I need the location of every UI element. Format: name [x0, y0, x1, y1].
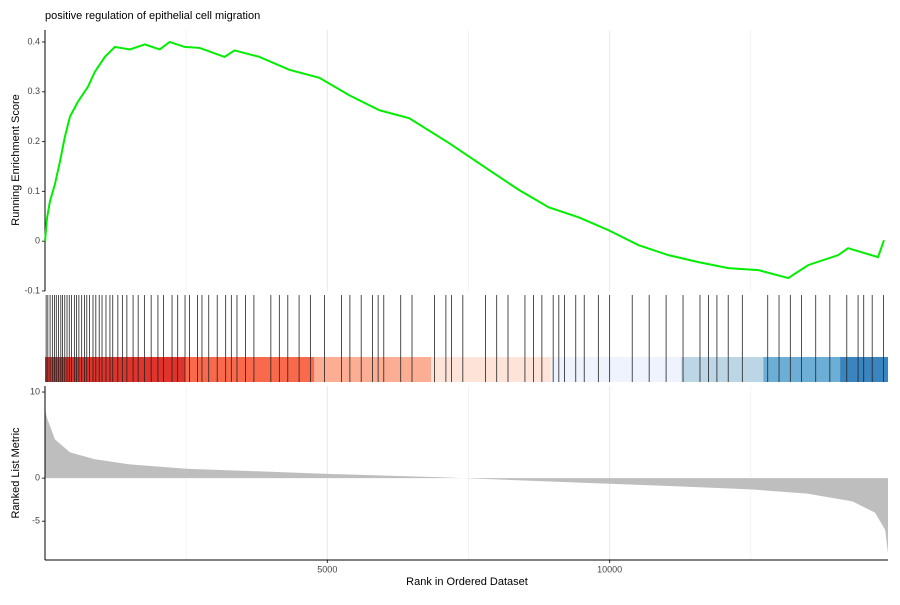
- y-tick-label: -0.1: [24, 285, 40, 295]
- y-axis-label: Ranked List Metric: [10, 427, 22, 519]
- y-tick-label: 0.1: [27, 186, 40, 196]
- x-tick-label: 5000: [317, 564, 337, 574]
- x-tick-label: 10000: [597, 564, 622, 574]
- y-axis-label: Running Enrichment Score: [10, 94, 22, 225]
- chart-title: positive regulation of epithelial cell m…: [45, 10, 260, 22]
- color-band: [550, 357, 682, 382]
- x-axis-label: Rank in Ordered Dataset: [406, 576, 528, 588]
- color-band: [185, 357, 315, 382]
- y-tick-label: -5: [32, 516, 40, 526]
- y-tick-label: 0.2: [27, 136, 40, 146]
- y-tick-label: 0.3: [27, 86, 40, 96]
- y-tick-label: 10: [30, 386, 40, 396]
- y-tick-label: 0.4: [27, 36, 40, 46]
- metric-area: [45, 409, 888, 554]
- color-band: [431, 357, 551, 382]
- color-band: [45, 357, 186, 382]
- enrichment-line: [44, 40, 885, 280]
- y-tick-label: 0: [35, 236, 40, 246]
- y-tick-label: 0: [35, 473, 40, 483]
- color-band: [681, 357, 764, 382]
